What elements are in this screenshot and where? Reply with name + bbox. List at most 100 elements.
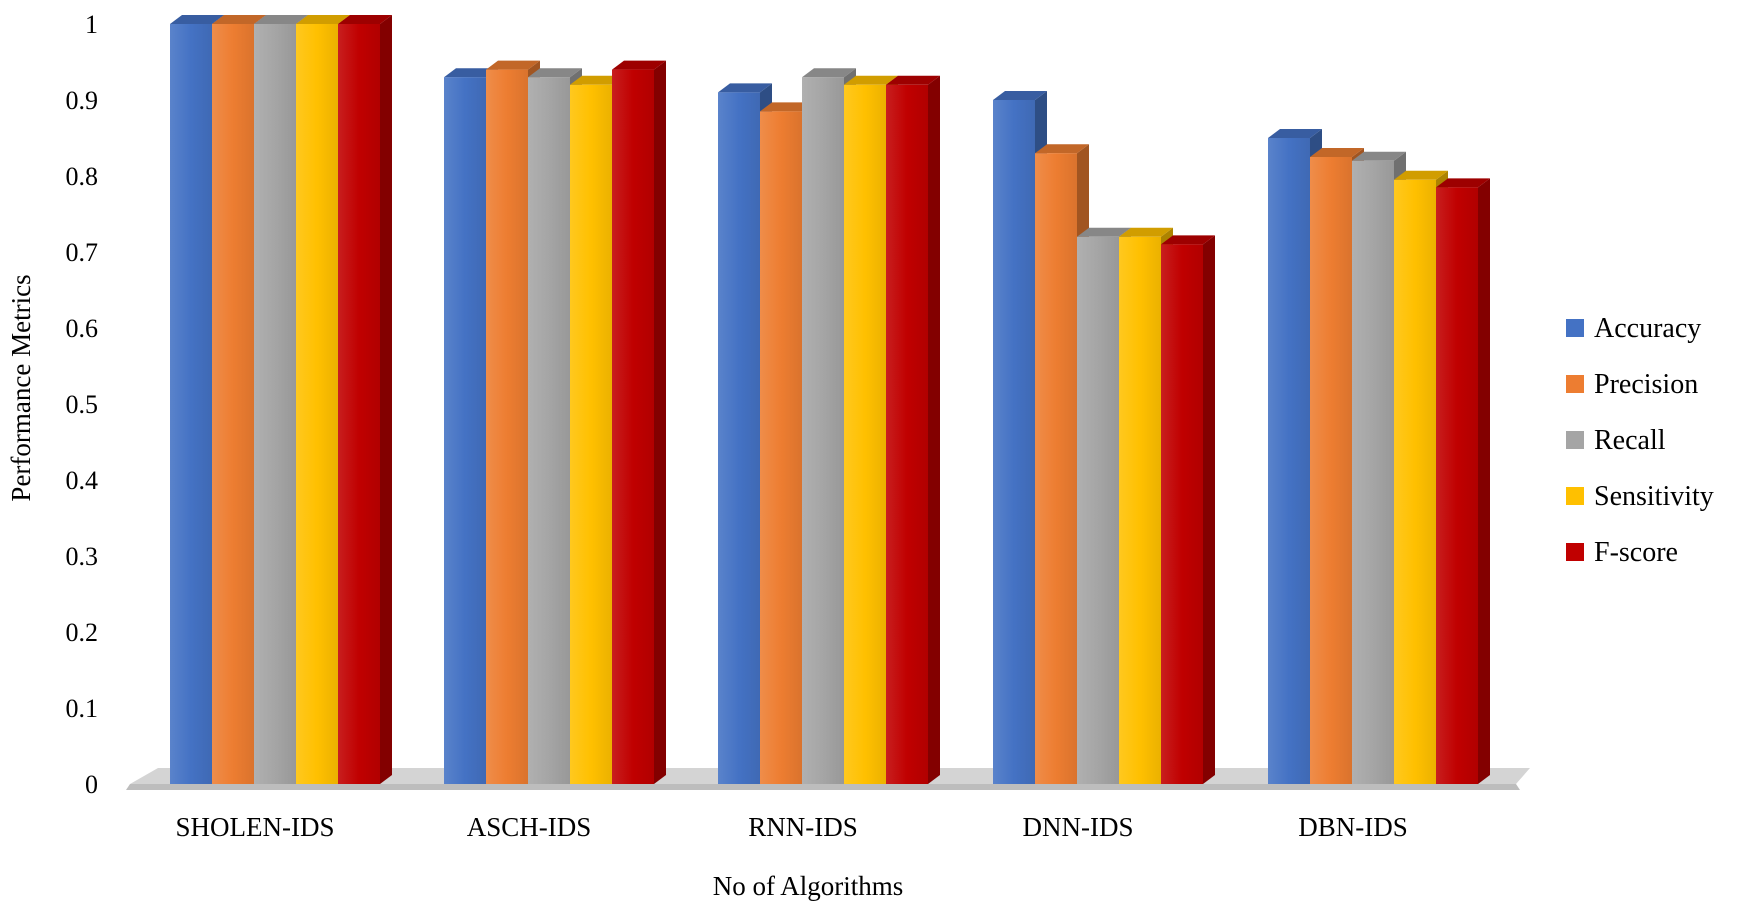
x-category-label: DNN-IDS: [1023, 812, 1134, 842]
bar-top: [1436, 178, 1490, 188]
bar-top: [212, 15, 266, 24]
bar-front: [1310, 157, 1352, 784]
bar-top: [444, 68, 498, 78]
bar-front: [296, 24, 338, 784]
legend-item: Recall: [1566, 425, 1666, 456]
bar-side: [1203, 235, 1215, 784]
bar-top: [170, 15, 224, 24]
y-tick-label: 0.6: [66, 314, 99, 343]
bar-f-score-asch-ids: [612, 60, 666, 785]
bar-f-score-rnn-ids: [886, 75, 940, 785]
bar-top: [718, 83, 772, 93]
legend-item: Accuracy: [1566, 313, 1701, 344]
bar-top: [844, 75, 898, 85]
bar-top: [296, 15, 350, 24]
bar-side: [928, 75, 940, 785]
bar-top: [1310, 148, 1364, 157]
y-tick-label: 0.1: [66, 694, 99, 723]
legend-label: Precision: [1594, 369, 1698, 400]
legend-item: F-score: [1566, 537, 1678, 568]
bar-top: [612, 60, 666, 70]
bar-front: [844, 84, 886, 785]
bar-front: [1268, 138, 1310, 784]
y-tick-label: 0: [85, 770, 98, 799]
x-axis-categories: SHOLEN-IDS ASCH-IDS RNN-IDS DNN-IDS DBN-IDS: [176, 812, 1408, 842]
y-tick-label: 1: [85, 10, 98, 39]
legend-swatch: [1566, 543, 1584, 561]
bar-front: [886, 84, 928, 785]
bar-front: [1119, 236, 1161, 785]
legend-swatch: [1566, 319, 1584, 337]
bar-front: [1394, 179, 1436, 785]
y-tick-label: 0.2: [66, 618, 99, 647]
legend-label: Sensitivity: [1594, 481, 1714, 512]
bar-front: [1161, 244, 1203, 784]
x-category-label: RNN-IDS: [748, 812, 858, 842]
bar-top: [802, 68, 856, 78]
bar-front: [1035, 153, 1077, 784]
bar-front: [486, 69, 528, 785]
bar-side: [380, 15, 392, 784]
bar-top: [760, 102, 814, 112]
x-category-label: ASCH-IDS: [467, 812, 592, 842]
bar-front: [612, 69, 654, 785]
bar-recall-dbn-ids: [1352, 151, 1406, 785]
bar-top: [528, 68, 582, 78]
legend: Accuracy Precision Recall Sensitivity F-scor…: [1566, 313, 1714, 568]
bar-front: [993, 100, 1035, 784]
legend-label: Accuracy: [1594, 313, 1701, 344]
bar-front: [338, 24, 380, 784]
legend-swatch: [1566, 487, 1584, 505]
x-axis-title: No of Algorithms: [713, 871, 904, 901]
legend-swatch: [1566, 375, 1584, 393]
y-tick-label: 0.5: [66, 390, 99, 419]
bar-top: [254, 15, 308, 24]
legend-item: Precision: [1566, 369, 1698, 400]
y-tick-label: 0.8: [66, 162, 99, 191]
legend-label: F-score: [1594, 537, 1678, 568]
bar-front: [1436, 187, 1478, 784]
bar-top: [1161, 235, 1215, 245]
bar-front: [570, 84, 612, 785]
x-category-label: SHOLEN-IDS: [176, 812, 335, 842]
legend-label: Recall: [1594, 425, 1666, 456]
y-tick-label: 0.7: [66, 238, 99, 267]
bar-top: [338, 15, 392, 24]
bar-front: [760, 111, 802, 784]
bars: [170, 15, 1490, 785]
bar-top: [993, 91, 1047, 100]
bar-front: [444, 77, 486, 784]
bar-top: [1119, 227, 1173, 237]
bar-top: [1077, 227, 1131, 237]
bar-f-score-sholen-ids: [338, 15, 392, 784]
x-category-label: DBN-IDS: [1298, 812, 1408, 842]
bar-front: [718, 92, 760, 784]
y-axis-ticks: 0 0.1 0.2 0.3 0.4 0.5 0.6 0.7 0.8 0.9 1: [66, 10, 99, 799]
bar-front: [212, 24, 254, 784]
bar-top: [1035, 144, 1089, 154]
bar-top: [1352, 151, 1406, 161]
y-tick-label: 0.9: [66, 86, 99, 115]
y-tick-label: 0.3: [66, 542, 99, 571]
bar-top: [1394, 170, 1448, 180]
bar-front: [1352, 160, 1394, 785]
bar-f-score-dnn-ids: [1161, 235, 1215, 784]
bar-side: [654, 60, 666, 785]
bar-front: [1077, 236, 1119, 785]
legend-swatch: [1566, 431, 1584, 449]
y-axis-title: Performance Metrics: [6, 274, 36, 501]
bar-front: [802, 77, 844, 784]
bar-top: [1268, 129, 1322, 138]
bar-front: [528, 77, 570, 784]
bar-f-score-dbn-ids: [1436, 178, 1490, 784]
bar-top: [486, 60, 540, 70]
bar-side: [1478, 178, 1490, 784]
legend-item: Sensitivity: [1566, 481, 1714, 512]
bar-top: [886, 75, 940, 85]
bar-top: [570, 75, 624, 85]
y-tick-label: 0.4: [66, 466, 99, 495]
bar-front: [254, 24, 296, 784]
floor-edge: [126, 784, 1520, 790]
bar-front: [170, 24, 212, 784]
